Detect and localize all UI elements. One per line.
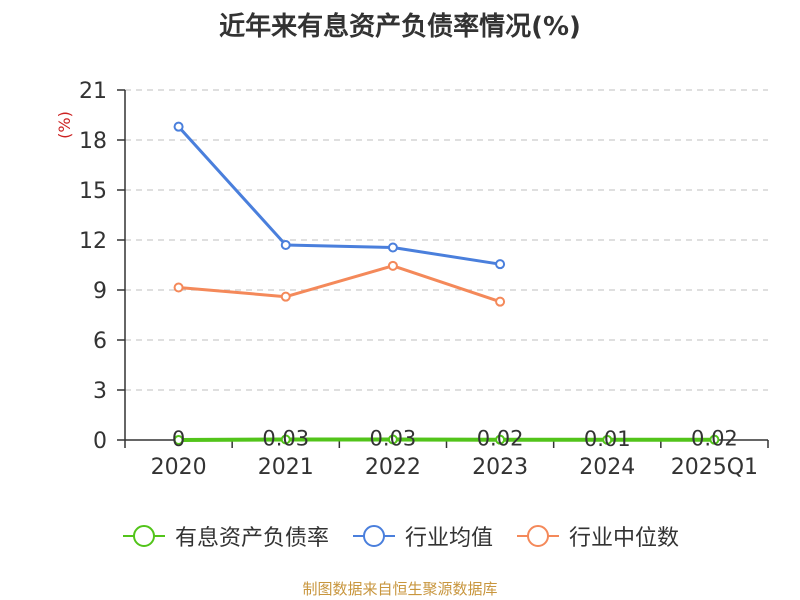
y-tick-label: 6 [93, 329, 107, 354]
x-tick-label: 2023 [472, 455, 528, 480]
data-point [280, 434, 291, 445]
legend-item[interactable]: 行业均值 [351, 520, 493, 552]
chart-title: 近年来有息资产负债率情况(%) [219, 12, 581, 42]
legend-swatch-icon [122, 525, 165, 547]
data-point [387, 242, 398, 253]
axes: 0 3 6 9 12 15 18 21 2020 2021 2022 2023 2024 2025Q1 (%… [55, 79, 769, 480]
y-tick-label: 18 [79, 129, 107, 154]
data-labels: 0 0.03 0.03 0.02 0.01 0.02 [172, 427, 738, 452]
data-point [709, 434, 720, 445]
y-axis-label: (%) [55, 111, 74, 139]
y-tick-label: 21 [79, 79, 107, 104]
data-label: 0.03 [262, 427, 309, 451]
data-label: 0.02 [477, 427, 524, 451]
data-label: 0 [172, 427, 185, 451]
series-line-2 [178, 264, 501, 304]
legend-swatch-icon [517, 525, 559, 547]
data-point [602, 434, 613, 445]
grid-lines [125, 89, 768, 391]
x-tick-label: 2025Q1 [671, 455, 758, 480]
legend-label: 行业均值 [404, 526, 493, 551]
data-point [387, 260, 398, 271]
data-point [280, 240, 291, 250]
legend-swatch-icon [352, 525, 395, 547]
data-point [495, 296, 506, 307]
data-point [495, 259, 506, 270]
y-tick-label: 3 [93, 379, 107, 404]
data-point [173, 282, 184, 293]
y-tick-label: 15 [79, 179, 107, 204]
series-line-1 [177, 125, 501, 266]
legend-item[interactable]: 有息资产负债率 [121, 520, 329, 552]
data-point [173, 435, 184, 445]
y-tick-label: 0 [93, 429, 107, 454]
data-label: 0.01 [584, 427, 631, 451]
source-note: 制图数据来自恒生聚源数据库 [302, 580, 498, 598]
y-tick-label: 9 [93, 279, 107, 304]
series-line-0 [178, 437, 715, 442]
data-point [173, 121, 184, 132]
data-label: 0.03 [370, 427, 417, 451]
x-tick-label: 2020 [151, 455, 207, 480]
data-point [387, 434, 398, 445]
x-tick-label: 2021 [258, 455, 314, 480]
legend: 有息资产负债率 行业均值 行业中位数 [0, 518, 800, 554]
legend-item[interactable]: 行业中位数 [515, 520, 679, 552]
legend-label: 行业中位数 [569, 526, 680, 551]
y-tick-label: 12 [79, 229, 107, 254]
series-lines [173, 121, 720, 445]
data-point [280, 291, 291, 302]
x-tick-label: 2024 [579, 455, 635, 480]
x-tick-label: 2022 [365, 455, 421, 480]
data-point [495, 434, 506, 445]
legend-label: 有息资产负债率 [174, 526, 329, 551]
data-label: 0.02 [691, 427, 738, 451]
